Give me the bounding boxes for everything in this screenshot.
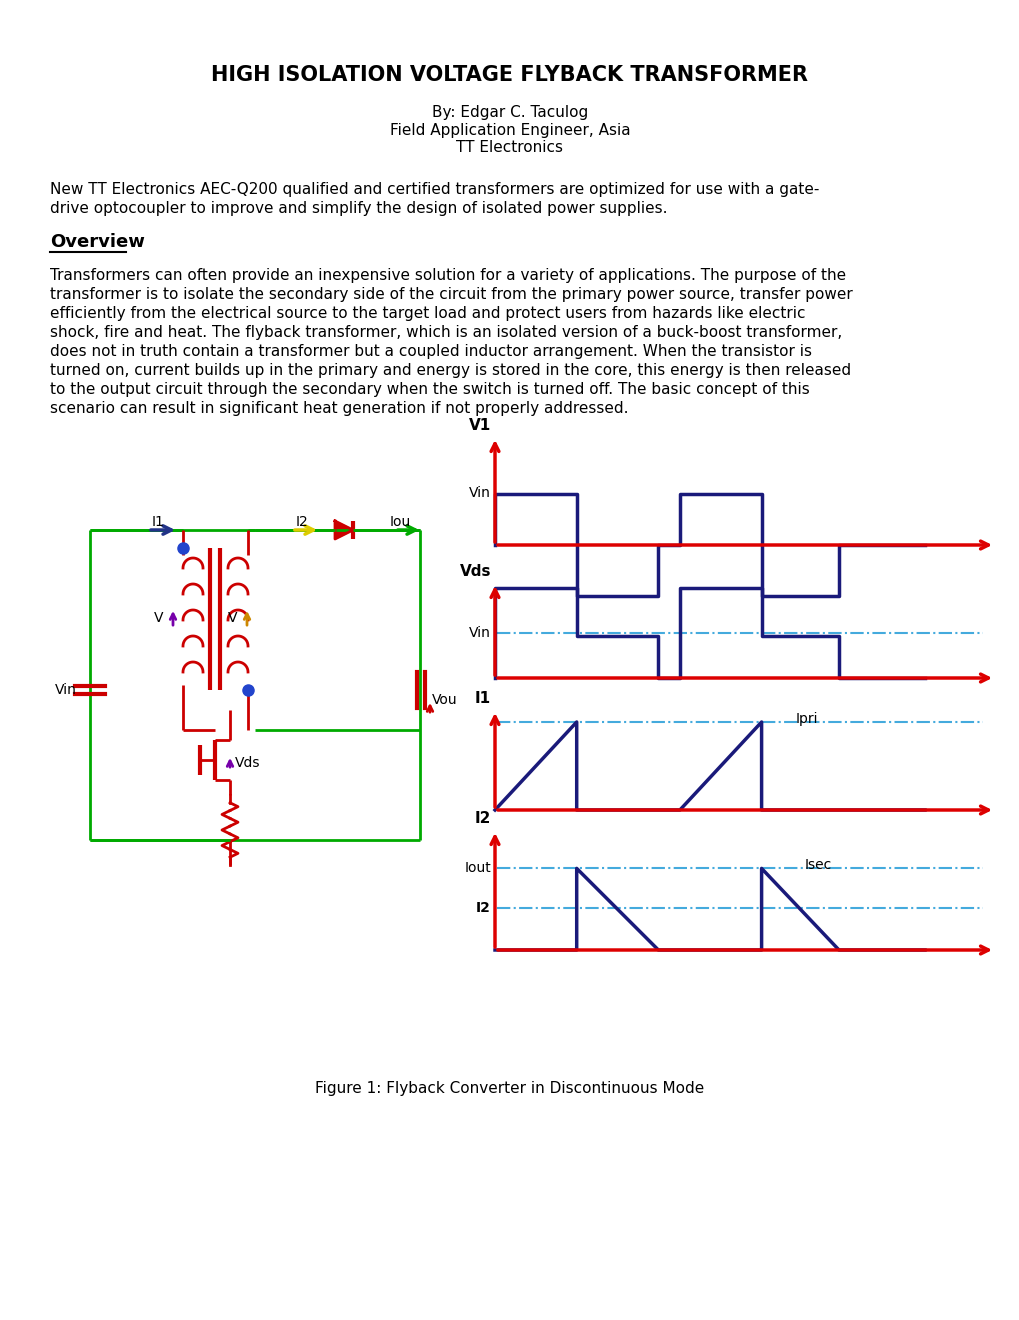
Text: Figure 1: Flyback Converter in Discontinuous Mode: Figure 1: Flyback Converter in Discontin… bbox=[315, 1081, 704, 1096]
Text: Iout: Iout bbox=[464, 862, 490, 875]
Text: efficiently from the electrical source to the target load and protect users from: efficiently from the electrical source t… bbox=[50, 306, 805, 321]
Text: I1: I1 bbox=[475, 690, 490, 706]
Text: I2: I2 bbox=[474, 810, 490, 826]
Text: Vin: Vin bbox=[55, 682, 76, 697]
Text: to the output circuit through the secondary when the switch is turned off. The b: to the output circuit through the second… bbox=[50, 381, 809, 397]
Text: Isec: Isec bbox=[804, 858, 832, 873]
Text: V: V bbox=[153, 611, 163, 624]
Text: Transformers can often provide an inexpensive solution for a variety of applicat: Transformers can often provide an inexpe… bbox=[50, 268, 846, 282]
Text: Vds: Vds bbox=[234, 756, 260, 770]
Text: drive optocoupler to improve and simplify the design of isolated power supplies.: drive optocoupler to improve and simplif… bbox=[50, 201, 666, 216]
Text: does not in truth contain a transformer but a coupled inductor arrangement. When: does not in truth contain a transformer … bbox=[50, 345, 811, 359]
Text: scenario can result in significant heat generation if not properly addressed.: scenario can result in significant heat … bbox=[50, 401, 628, 416]
Text: V: V bbox=[227, 611, 236, 624]
Text: shock, fire and heat. The flyback transformer, which is an isolated version of a: shock, fire and heat. The flyback transf… bbox=[50, 325, 842, 341]
Text: I2: I2 bbox=[476, 902, 490, 915]
Text: Ipri: Ipri bbox=[795, 711, 817, 726]
Text: transformer is to isolate the secondary side of the circuit from the primary pow: transformer is to isolate the secondary … bbox=[50, 286, 852, 302]
Text: New TT Electronics AEC-Q200 qualified and certified transformers are optimized f: New TT Electronics AEC-Q200 qualified an… bbox=[50, 182, 818, 197]
Text: Vou: Vou bbox=[432, 693, 458, 708]
Text: turned on, current builds up in the primary and energy is stored in the core, th: turned on, current builds up in the prim… bbox=[50, 363, 850, 378]
Text: I1: I1 bbox=[152, 515, 164, 529]
Text: Iou: Iou bbox=[389, 515, 411, 529]
Text: TT Electronics: TT Electronics bbox=[457, 140, 562, 156]
Text: Vin: Vin bbox=[469, 627, 490, 640]
Text: I2: I2 bbox=[296, 515, 308, 529]
Text: By: Edgar C. Taculog: By: Edgar C. Taculog bbox=[431, 104, 588, 120]
Text: Overview: Overview bbox=[50, 234, 145, 251]
Polygon shape bbox=[334, 521, 353, 539]
Text: Field Application Engineer, Asia: Field Application Engineer, Asia bbox=[389, 123, 630, 137]
Text: HIGH ISOLATION VOLTAGE FLYBACK TRANSFORMER: HIGH ISOLATION VOLTAGE FLYBACK TRANSFORM… bbox=[211, 65, 808, 84]
Text: V1: V1 bbox=[469, 418, 490, 433]
Text: Vin: Vin bbox=[469, 486, 490, 500]
Text: Vds: Vds bbox=[459, 564, 490, 579]
